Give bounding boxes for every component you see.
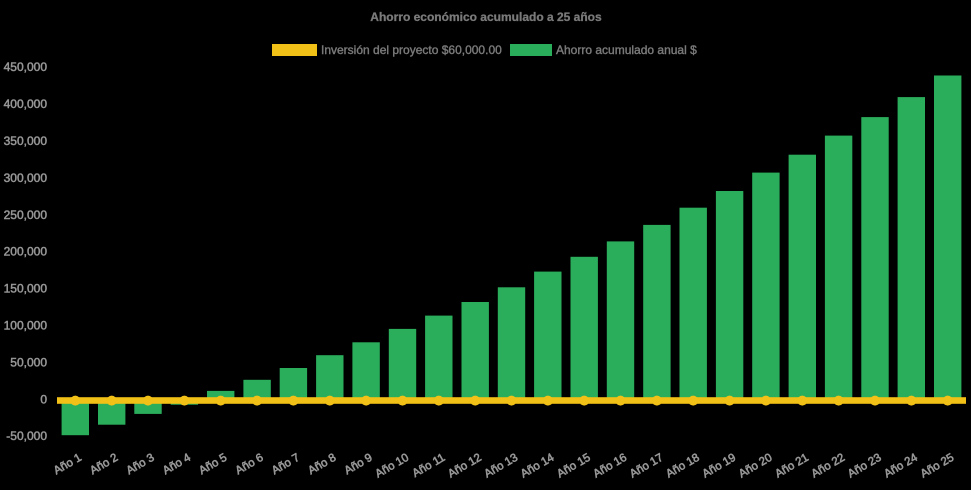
svg-text:150,000: 150,000 <box>4 282 48 296</box>
svg-text:Inversión del proyecto $60,000: Inversión del proyecto $60,000.00 <box>321 43 502 57</box>
svg-text:100,000: 100,000 <box>4 319 48 333</box>
svg-text:250,000: 250,000 <box>4 208 48 222</box>
svg-text:350,000: 350,000 <box>4 134 48 148</box>
svg-text:0: 0 <box>40 392 47 406</box>
svg-text:300,000: 300,000 <box>4 171 48 185</box>
svg-text:50,000: 50,000 <box>10 355 47 369</box>
svg-text:200,000: 200,000 <box>4 245 48 259</box>
svg-text:450,000: 450,000 <box>4 60 48 74</box>
svg-text:400,000: 400,000 <box>4 97 48 111</box>
svg-text:Ahorro económico acumulado a 2: Ahorro económico acumulado a 25 años <box>370 10 602 24</box>
svg-text:-50,000: -50,000 <box>6 429 47 443</box>
svg-text:Ahorro acumulado anual $: Ahorro acumulado anual $ <box>556 43 697 57</box>
